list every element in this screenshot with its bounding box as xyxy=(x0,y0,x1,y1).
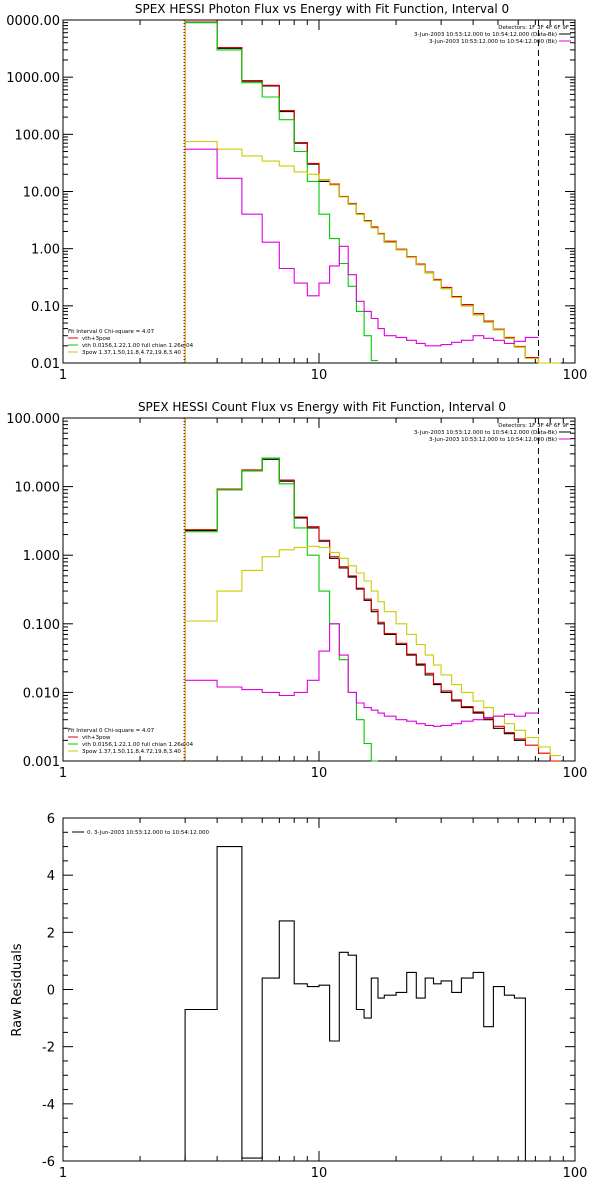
y-tick-label: 0.10 xyxy=(31,300,60,315)
series-layer xyxy=(184,846,539,1162)
legend-entry: vth+3pow xyxy=(82,336,111,342)
residuals-panel: 1 10 100 6 4 2 0 -2 -4 -6 Raw Residuals 0. 3-Jun-… xyxy=(10,812,587,1181)
legend-top: Detectors: 1F 3F 4F 6F 9F 3-Jun-2003 10:… xyxy=(414,25,571,45)
series-data-bk xyxy=(185,22,539,360)
axis-ticks: 1 10 100 6 4 2 0 -2 -4 -6 xyxy=(42,812,587,1181)
legend-header: Fit Interval 0 Chi-square = 4.07 xyxy=(68,329,155,335)
y-tick-label: 2 xyxy=(47,926,55,941)
series-vth-3pow xyxy=(185,457,561,762)
y-tick-label: 0000.00 xyxy=(6,14,60,29)
legend-entry: vth 0.0156,1.22,1.00 full chian 1.26e-04 xyxy=(82,742,194,748)
x-tick-label: 100 xyxy=(563,368,588,383)
y-tick-label: 10.00 xyxy=(23,186,60,201)
y-tick-label: 0 xyxy=(47,984,55,999)
legend-entry: 3pow 1.37,1.50,11.8,4.72,19.8,3.40 xyxy=(82,350,181,356)
legend-entry: 3-Jun-2003 10:53:12.000 to 10:54:12.000 … xyxy=(414,32,557,38)
series-layer xyxy=(185,457,561,762)
chart-title: SPEX HESSI Count Flux vs Energy with Fit… xyxy=(138,400,506,414)
series-data-bk xyxy=(185,458,526,741)
series-bk xyxy=(185,148,539,347)
photon-flux-panel: SPEX HESSI Photon Flux vs Energy with Fi… xyxy=(6,2,587,383)
axis-ticks: 1 10 100 0.001 0.010 0.100 1.000 10.000 100.000 xyxy=(6,412,587,781)
count-flux-panel: SPEX HESSI Count Flux vs Energy with Fit… xyxy=(6,400,587,781)
reference-lines xyxy=(183,418,539,761)
reference-lines xyxy=(183,20,539,363)
legend-top: 0. 3-Jun-2003 10:53:12.000 to 10:54:12.0… xyxy=(72,830,210,836)
series-vth xyxy=(185,457,378,762)
series-3pow xyxy=(185,545,561,757)
legend-entry: 3pow 1.37,1.50,11.8,4.72,19.8,3.40 xyxy=(82,749,181,755)
series-layer xyxy=(185,21,561,364)
y-tick-label: 6 xyxy=(47,812,55,827)
y-tick-label: 1.00 xyxy=(31,243,60,258)
legend-top: Detectors: 1F 3F 4F 6F 9F 3-Jun-2003 10:… xyxy=(414,423,571,443)
y-tick-label: 0.01 xyxy=(31,357,60,372)
legend-header: Fit Interval 0 Chi-square = 4.07 xyxy=(68,728,155,734)
series-bk xyxy=(185,623,539,727)
y-tick-label: 0.001 xyxy=(23,755,60,770)
y-tick-label: 1000.00 xyxy=(6,71,60,86)
legend-header: Detectors: 1F 3F 4F 6F 9F xyxy=(498,423,569,429)
x-tick-label: 1 xyxy=(59,368,67,383)
x-tick-label: 10 xyxy=(311,368,328,383)
y-tick-label: 4 xyxy=(47,869,55,884)
legend-entry: vth+3pow xyxy=(82,735,111,741)
chart-title: SPEX HESSI Photon Flux vs Energy with Fi… xyxy=(135,2,509,16)
legend-entry: vth 0.0156,1.22,1.00 full chian 1.26e-04 xyxy=(82,343,194,349)
legend-entry: 3-Jun-2003 10:53:12.000 to 10:54:12.000 … xyxy=(429,437,557,443)
x-tick-label: 10 xyxy=(311,1166,328,1181)
x-tick-label: 100 xyxy=(563,766,588,781)
series-vth xyxy=(185,22,378,362)
x-tick-label: 1 xyxy=(59,1166,67,1181)
y-tick-label: 1.000 xyxy=(23,549,60,564)
y-tick-label: 100.000 xyxy=(6,412,60,427)
axis-ticks: 1 10 100 0.01 0.10 1.00 10.00 100.00 1000.00 0000… xyxy=(6,14,587,383)
y-tick-label: 100.00 xyxy=(15,128,61,143)
plot-frame xyxy=(62,817,576,1162)
y-tick-label: 0.100 xyxy=(23,618,60,633)
x-tick-label: 100 xyxy=(563,1166,588,1181)
legend-entry: 0. 3-Jun-2003 10:53:12.000 to 10:54:12.0… xyxy=(87,830,210,836)
legend-entry: 3-Jun-2003 10:53:12.000 to 10:54:12.000 … xyxy=(414,430,557,436)
y-tick-label: -2 xyxy=(42,1041,55,1056)
x-tick-label: 10 xyxy=(311,766,328,781)
legend-entry: 3-Jun-2003 10:53:12.000 to 10:54:12.000 … xyxy=(429,39,557,45)
series-3pow xyxy=(185,140,561,364)
y-tick-label: -4 xyxy=(42,1098,55,1113)
y-axis-label: Raw Residuals xyxy=(10,943,25,1036)
y-tick-label: 0.010 xyxy=(23,686,60,701)
series-residuals xyxy=(184,846,539,1162)
y-tick-label: 10.000 xyxy=(15,481,61,496)
x-tick-label: 1 xyxy=(59,766,67,781)
legend-bottom: Fit Interval 0 Chi-square = 4.07 vth+3po… xyxy=(68,329,194,356)
legend-bottom: Fit Interval 0 Chi-square = 4.07 vth+3po… xyxy=(68,728,194,755)
legend-header: Detectors: 1F 3F 4F 6F 9F xyxy=(498,25,569,31)
y-tick-label: -6 xyxy=(42,1155,55,1170)
